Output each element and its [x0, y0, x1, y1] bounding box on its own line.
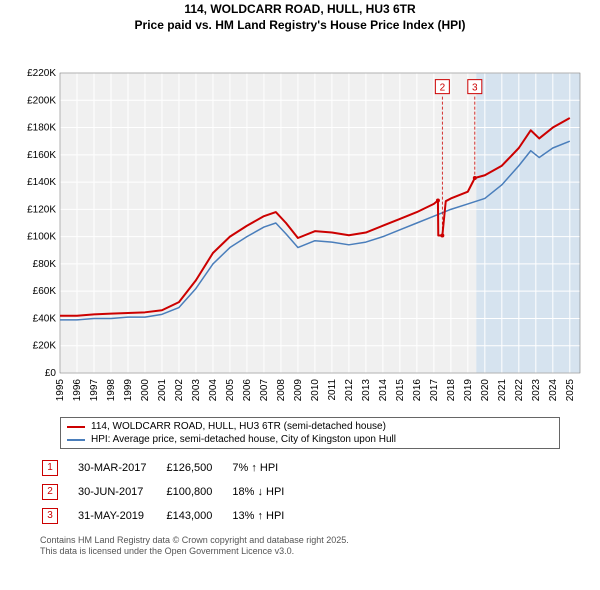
footer-line1: Contains HM Land Registry data © Crown c…	[40, 535, 600, 546]
tx-diff: 7% ↑ HPI	[232, 457, 302, 479]
transactions-table: 1 30-MAR-2017£126,5007% ↑ HPI 2 30-JUN-2017…	[40, 455, 304, 529]
svg-text:2003: 2003	[191, 379, 202, 402]
chart-title: 114, WOLDCARR ROAD, HULL, HU3 6TR Price …	[0, 0, 600, 33]
svg-text:£20K: £20K	[33, 341, 57, 352]
svg-text:2002: 2002	[174, 379, 185, 402]
transaction-row: 1 30-MAR-2017£126,5007% ↑ HPI	[42, 457, 302, 479]
chart-area: £0 £20K £40K £60K £80K £100K £120K £140K £160K £1…	[0, 33, 600, 413]
svg-text:2019: 2019	[463, 379, 474, 402]
svg-text:2008: 2008	[276, 379, 287, 402]
legend-item: HPI: Average price, semi-detached house,…	[67, 433, 553, 446]
title-line2: Price paid vs. HM Land Registry's House …	[0, 18, 600, 34]
svg-text:£200K: £200K	[27, 95, 56, 106]
svg-text:1998: 1998	[106, 379, 117, 402]
tx-date: 30-JUN-2017	[78, 481, 164, 503]
footer-line2: This data is licensed under the Open Gov…	[40, 546, 600, 557]
svg-text:2018: 2018	[446, 379, 457, 402]
tx-marker: 3	[42, 508, 58, 524]
tx-marker: 2	[42, 484, 58, 500]
svg-text:2012: 2012	[344, 379, 355, 402]
svg-text:2017: 2017	[429, 379, 440, 402]
legend-label: 114, WOLDCARR ROAD, HULL, HU3 6TR (semi-…	[91, 421, 386, 432]
svg-text:2014: 2014	[378, 379, 389, 402]
svg-text:2016: 2016	[412, 379, 423, 402]
tx-date: 30-MAR-2017	[78, 457, 164, 479]
legend-label: HPI: Average price, semi-detached house,…	[91, 434, 396, 445]
tx-price: £100,800	[166, 481, 230, 503]
svg-text:1995: 1995	[55, 379, 66, 402]
svg-text:2007: 2007	[259, 379, 270, 402]
svg-text:1999: 1999	[123, 379, 134, 402]
svg-text:£120K: £120K	[27, 205, 56, 216]
tx-price: £126,500	[166, 457, 230, 479]
svg-text:2: 2	[440, 83, 446, 94]
svg-text:3: 3	[472, 83, 478, 94]
line-chart: £0 £20K £40K £60K £80K £100K £120K £140K £160K £1…	[0, 33, 600, 413]
svg-text:2006: 2006	[242, 379, 253, 402]
svg-text:2011: 2011	[327, 379, 338, 401]
title-line1: 114, WOLDCARR ROAD, HULL, HU3 6TR	[0, 2, 600, 18]
tx-diff: 18% ↓ HPI	[232, 481, 302, 503]
svg-text:2001: 2001	[157, 379, 168, 402]
svg-text:1997: 1997	[89, 379, 100, 402]
svg-text:£160K: £160K	[27, 150, 56, 161]
svg-text:£60K: £60K	[33, 286, 57, 297]
svg-text:2005: 2005	[225, 379, 236, 402]
svg-text:2023: 2023	[531, 379, 542, 402]
legend-swatch	[67, 426, 85, 428]
transaction-row: 3 31-MAY-2019£143,00013% ↑ HPI	[42, 505, 302, 527]
svg-text:2022: 2022	[514, 379, 525, 402]
svg-text:£0: £0	[45, 368, 57, 379]
svg-text:2020: 2020	[480, 379, 491, 402]
svg-text:£180K: £180K	[27, 123, 56, 134]
svg-text:2013: 2013	[361, 379, 372, 402]
svg-text:£140K: £140K	[27, 177, 56, 188]
svg-text:2025: 2025	[565, 379, 576, 402]
svg-text:2021: 2021	[497, 379, 508, 402]
svg-text:1996: 1996	[72, 379, 83, 402]
svg-text:2004: 2004	[208, 379, 219, 402]
legend-item: 114, WOLDCARR ROAD, HULL, HU3 6TR (semi-…	[67, 420, 553, 433]
tx-date: 31-MAY-2019	[78, 505, 164, 527]
svg-text:2009: 2009	[293, 379, 304, 402]
svg-text:2010: 2010	[310, 379, 321, 402]
svg-text:£80K: £80K	[33, 259, 57, 270]
svg-text:2024: 2024	[548, 379, 559, 402]
svg-text:2000: 2000	[140, 379, 151, 402]
legend-swatch	[67, 439, 85, 441]
legend: 114, WOLDCARR ROAD, HULL, HU3 6TR (semi-…	[60, 417, 560, 449]
svg-text:£220K: £220K	[27, 68, 56, 79]
svg-text:£40K: £40K	[33, 314, 57, 325]
attribution-footer: Contains HM Land Registry data © Crown c…	[40, 535, 600, 557]
svg-text:2015: 2015	[395, 379, 406, 402]
tx-marker: 1	[42, 460, 58, 476]
tx-price: £143,000	[166, 505, 230, 527]
svg-text:£100K: £100K	[27, 232, 56, 243]
tx-diff: 13% ↑ HPI	[232, 505, 302, 527]
transaction-row: 2 30-JUN-2017£100,80018% ↓ HPI	[42, 481, 302, 503]
